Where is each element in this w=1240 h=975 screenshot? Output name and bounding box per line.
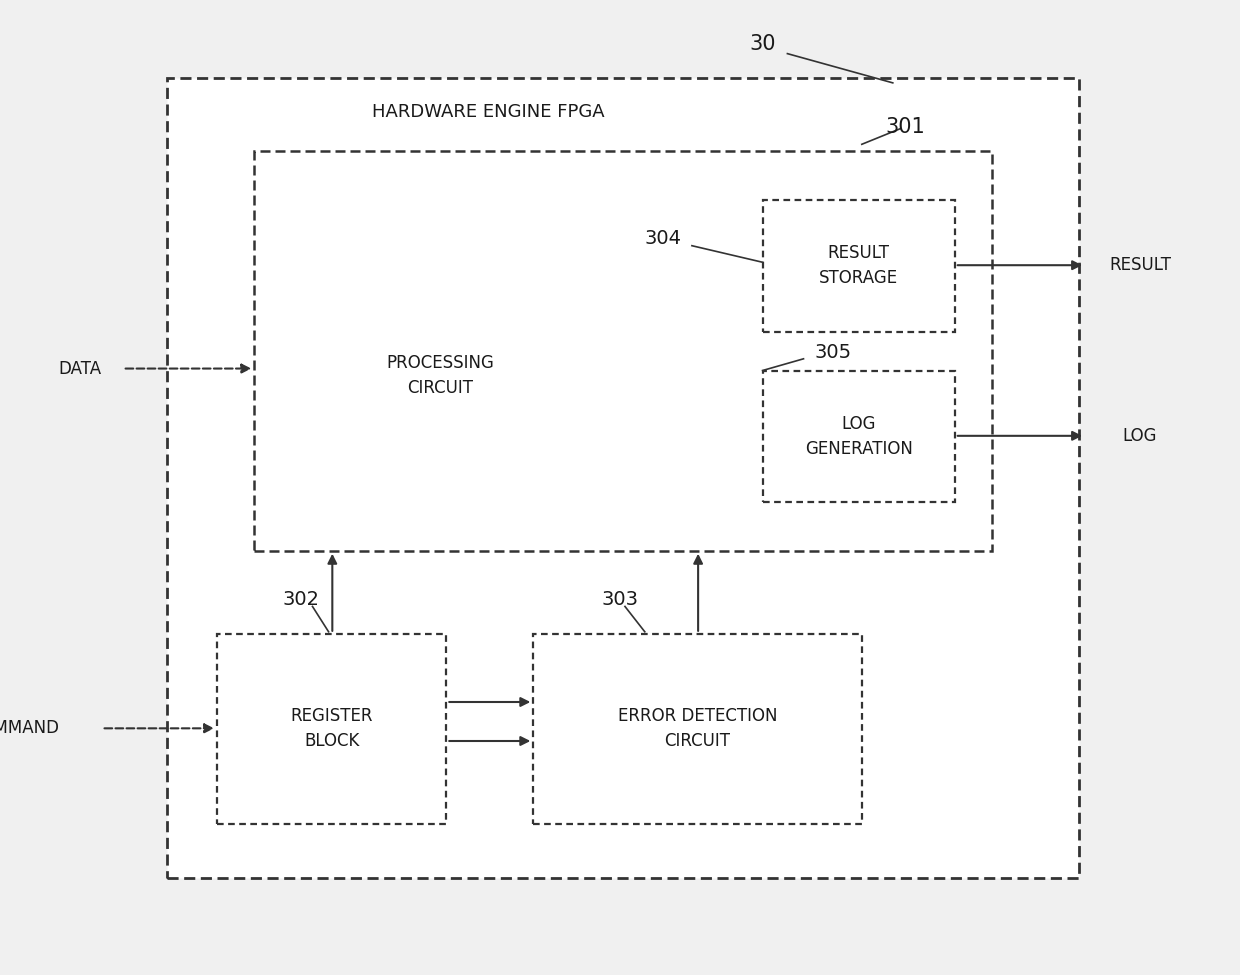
- Text: ERROR DETECTION
CIRCUIT: ERROR DETECTION CIRCUIT: [618, 707, 777, 751]
- Text: DATA: DATA: [58, 360, 102, 377]
- Text: PROCESSING
CIRCUIT: PROCESSING CIRCUIT: [387, 354, 494, 397]
- Bar: [763, 200, 955, 332]
- Text: 302: 302: [283, 590, 320, 609]
- Text: 304: 304: [645, 229, 682, 249]
- Text: HARDWARE ENGINE FPGA: HARDWARE ENGINE FPGA: [372, 103, 605, 121]
- Text: LOG
GENERATION: LOG GENERATION: [805, 414, 913, 458]
- Text: 305: 305: [815, 343, 852, 363]
- Bar: [254, 151, 992, 551]
- Bar: [167, 78, 1079, 878]
- Bar: [533, 634, 862, 824]
- Text: COMMAND: COMMAND: [0, 720, 60, 737]
- Text: 301: 301: [885, 117, 925, 137]
- Bar: [217, 634, 446, 824]
- Text: RESULT
STORAGE: RESULT STORAGE: [820, 244, 898, 288]
- Text: LOG: LOG: [1122, 427, 1157, 445]
- Bar: [763, 370, 955, 502]
- Text: RESULT: RESULT: [1110, 256, 1172, 274]
- Text: REGISTER
BLOCK: REGISTER BLOCK: [290, 707, 373, 751]
- Text: 30: 30: [749, 34, 776, 54]
- Text: 303: 303: [601, 590, 639, 609]
